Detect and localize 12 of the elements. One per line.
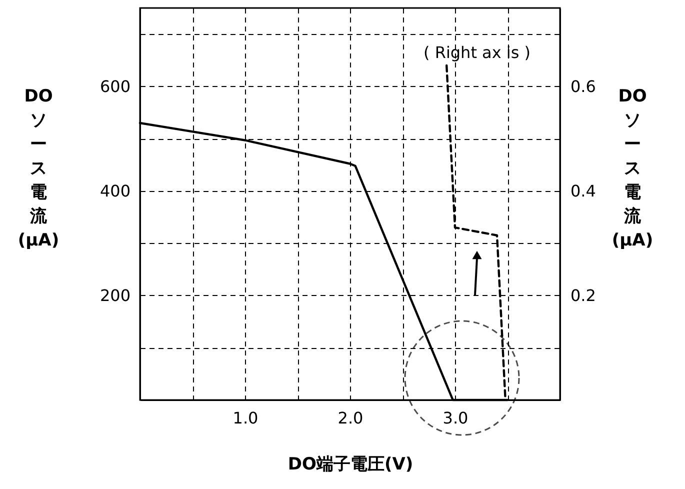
y-tick-label: 600 [100,76,130,96]
y2-tick-label: 0.4 [570,181,596,200]
y-axis-title: DOソース電流(μA) [18,86,60,250]
y2-axis-title: DOソース電流(μA) [612,86,654,250]
y2-tick-label: 0.2 [570,286,596,305]
x-tick-label: 3.0 [442,408,468,428]
x-axis-title: DO端子電圧(V) [288,454,414,474]
y-tick-label: 400 [100,181,130,200]
x-tick-label: 1.0 [232,408,258,428]
y-tick-label: 200 [100,286,130,305]
x-tick-label: 2.0 [338,408,364,428]
y2-tick-label: 0.6 [570,76,596,96]
